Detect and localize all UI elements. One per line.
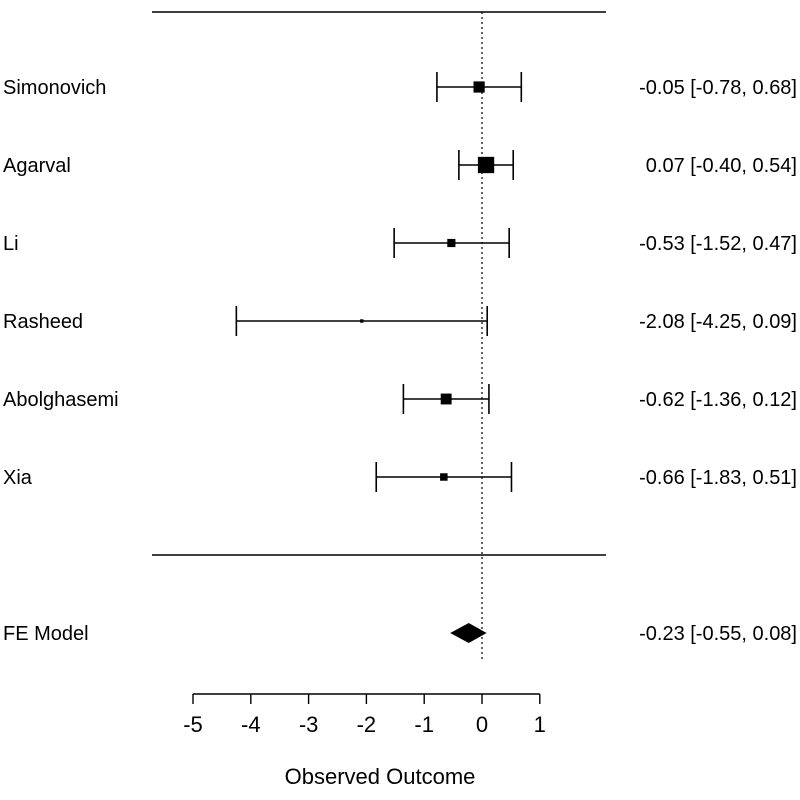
study-label: Abolghasemi	[3, 389, 119, 411]
point-estimate-marker	[447, 238, 456, 248]
ci-text: -0.62 [-1.36, 0.12]	[639, 389, 797, 411]
summary-layer: FE Model -0.23 [-0.55, 0.08]	[3, 623, 797, 645]
x-tick-label: -1	[414, 712, 434, 737]
x-tick-label: -3	[299, 712, 319, 737]
point-estimate-marker	[360, 319, 364, 323]
x-tick-label: -5	[183, 712, 203, 737]
point-estimate-marker	[477, 156, 495, 174]
ci-text: -0.66 [-1.83, 0.51]	[639, 467, 797, 489]
point-estimate-marker	[440, 473, 448, 481]
study-row: Abolghasemi -0.62 [-1.36, 0.12]	[3, 384, 797, 414]
x-axis: -5 -4 -3 -2 -1 0 1	[183, 693, 546, 737]
summary-ci-text: -0.23 [-0.55, 0.08]	[639, 623, 797, 645]
ci-text: -0.05 [-0.78, 0.68]	[639, 77, 797, 99]
x-tick-label: 0	[476, 712, 488, 737]
study-label: Simonovich	[3, 77, 106, 99]
study-row: Rasheed -2.08 [-4.25, 0.09]	[3, 306, 797, 336]
study-label: Rasheed	[3, 311, 83, 333]
ci-text: -0.53 [-1.52, 0.47]	[639, 233, 797, 255]
summary-label: FE Model	[3, 623, 89, 645]
study-row: Simonovich -0.05 [-0.78, 0.68]	[3, 72, 797, 102]
study-row: Xia -0.66 [-1.83, 0.51]	[3, 462, 797, 492]
study-label: Agarval	[3, 155, 71, 177]
ci-text: 0.07 [-0.40, 0.54]	[646, 155, 797, 177]
ci-text: -2.08 [-4.25, 0.09]	[639, 311, 797, 333]
x-tick-label: 1	[534, 712, 546, 737]
summary-diamond	[450, 623, 487, 643]
x-tick-label: -4	[241, 712, 261, 737]
x-tick-label: -2	[357, 712, 377, 737]
study-row: Agarval 0.07 [-0.40, 0.54]	[3, 150, 797, 180]
studies-layer: Simonovich -0.05 [-0.78, 0.68] Agarval 0.07…	[3, 72, 797, 492]
study-label: Li	[3, 233, 19, 255]
study-row: Li -0.53 [-1.52, 0.47]	[3, 228, 797, 258]
point-estimate-marker	[473, 81, 485, 93]
x-axis-title: Observed Outcome	[285, 764, 476, 789]
study-label: Xia	[3, 467, 33, 489]
point-estimate-marker	[440, 393, 452, 405]
